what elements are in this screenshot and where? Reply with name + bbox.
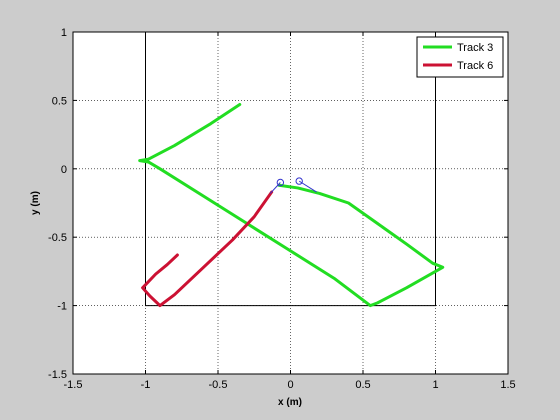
y-tick-label: 0.5	[52, 95, 67, 107]
y-tick-label: -0.5	[48, 232, 67, 244]
legend-label-track-3: Track 3	[457, 42, 493, 54]
x-tick-label: -0.5	[209, 379, 228, 391]
marker-tail	[269, 182, 281, 194]
x-tick-label: 0.5	[355, 379, 370, 391]
x-tick-label: -1	[141, 379, 151, 391]
x-axis-label: x (m)	[278, 397, 302, 408]
x-tick-label: 0	[287, 379, 293, 391]
ticks: -1.5 -1 -0.5 0 0.5 1 1.5 -1.5 -1 -0.5 0 0.5 1	[48, 27, 516, 391]
legend-box	[416, 36, 504, 78]
x-tick-label: 1.5	[500, 379, 515, 391]
marker-point	[295, 177, 303, 185]
y-tick-label: 1	[61, 27, 67, 39]
y-tick-label: -1.5	[48, 369, 67, 381]
marker-point	[276, 178, 285, 187]
y-axis-label: y (m)	[30, 191, 41, 215]
y-tick-label: 0	[61, 164, 67, 176]
legend: Track 3 Track 6	[416, 36, 504, 78]
series-line-track-3	[138, 103, 445, 308]
x-tick-label: 1	[432, 379, 438, 391]
legend-label-track-6: Track 6	[457, 60, 493, 72]
series-line-track-6	[141, 190, 274, 308]
y-tick-label: -1	[57, 301, 67, 313]
x-tick-label: -1.5	[64, 379, 83, 391]
